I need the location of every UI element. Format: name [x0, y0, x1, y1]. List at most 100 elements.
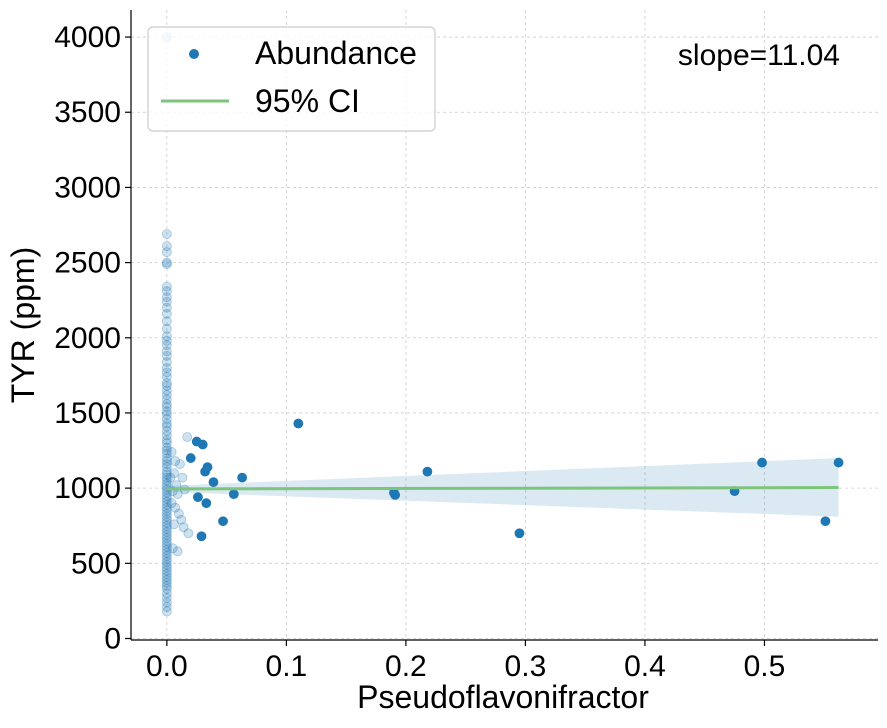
- scatter-point: [820, 516, 831, 527]
- scatter-point: [161, 577, 172, 588]
- scatter-point: [161, 535, 172, 546]
- scatter-point: [173, 508, 184, 519]
- x-tick-label: 0.1: [266, 650, 308, 683]
- scatter-point: [218, 516, 228, 527]
- scatter-point: [293, 418, 304, 429]
- scatter-point: [167, 543, 178, 554]
- y-tick-label: 2000: [54, 322, 121, 355]
- scatter-point: [161, 380, 172, 391]
- scatter-point: [161, 292, 172, 303]
- scatter-point: [161, 323, 172, 334]
- x-tick-label: 0.3: [505, 650, 547, 683]
- scatter-point: [170, 502, 181, 513]
- axes: [125, 10, 878, 646]
- scatter-point: [161, 456, 172, 466]
- scatter-point: [161, 414, 172, 424]
- scatter-point: [161, 592, 172, 603]
- y-tick-label: 1000: [54, 472, 121, 505]
- scatter-point: [161, 580, 172, 591]
- scatter-point: [161, 335, 172, 346]
- scatter-point: [757, 457, 767, 468]
- slope-annotation: slope=11.04: [678, 39, 840, 72]
- scatter-point: [170, 456, 181, 466]
- scatter-point: [202, 462, 213, 472]
- scatter-point: [161, 559, 172, 570]
- scatter-point: [161, 565, 172, 576]
- y-tick-label: 0: [104, 622, 121, 655]
- legend: Abundance 95% CI: [147, 26, 436, 132]
- scatter-point: [161, 508, 172, 519]
- scatter-point: [177, 472, 188, 483]
- scatter-point: [161, 568, 172, 579]
- scatter-point: [161, 502, 172, 513]
- scatter-point: [161, 562, 172, 573]
- scatter-point: [169, 519, 179, 530]
- scatter-point: [161, 247, 172, 257]
- scatter-point: [161, 296, 172, 307]
- scatter-point: [161, 281, 172, 292]
- scatter-point: [182, 432, 193, 442]
- scatter-point: [161, 496, 172, 507]
- scatter-point: [161, 583, 172, 594]
- scatter-point: [161, 532, 172, 543]
- scatter-point: [161, 553, 172, 564]
- scatter-point: [161, 453, 172, 463]
- legend-label-abundance: Abundance: [255, 35, 417, 71]
- scatter-point: [833, 457, 844, 468]
- scatter-point: [178, 522, 189, 533]
- scatter-point: [161, 526, 172, 537]
- scatter-point: [161, 377, 172, 388]
- scatter-point: [161, 469, 172, 480]
- scatter-point: [161, 367, 172, 378]
- scatter-points: [161, 32, 844, 617]
- scatter-point: [172, 546, 183, 557]
- scatter-point: [390, 490, 401, 500]
- scatter-point: [161, 394, 172, 405]
- scatter-point: [161, 402, 172, 412]
- scatter-point: [197, 439, 208, 450]
- scatter-point: [161, 438, 172, 448]
- regression-line: [166, 486, 839, 491]
- scatter-point: [208, 477, 219, 488]
- scatter-point: [161, 308, 172, 319]
- scatter-point: [161, 514, 172, 525]
- x-tick-label: 0.4: [624, 650, 666, 683]
- scatter-point: [161, 350, 172, 361]
- tick-labels: 0.0 0.1 0.2 0.3 0.4 0.5 0 500 1000 1500 2000 2500 30…: [54, 21, 785, 683]
- scatter-point: [161, 241, 172, 251]
- fit-line: [166, 486, 839, 491]
- scatter-point: [161, 286, 172, 297]
- scatter-point: [161, 574, 172, 585]
- scatter-point: [166, 447, 177, 457]
- scatter-point: [161, 316, 172, 327]
- y-tick-label: 4000: [54, 21, 121, 54]
- scatter-point: [183, 528, 194, 539]
- scatter-point: [161, 517, 172, 528]
- x-tick-label: 0.5: [744, 650, 786, 683]
- scatter-point: [161, 499, 172, 510]
- legend-frame: [147, 26, 436, 132]
- scatter-point: [161, 547, 172, 558]
- scatter-point: [161, 606, 172, 617]
- scatter-point: [228, 489, 239, 500]
- scatter-point: [161, 550, 172, 561]
- scatter-point: [161, 426, 172, 436]
- scatter-point: [161, 362, 172, 373]
- scatter-point: [193, 492, 203, 503]
- scatter-point: [161, 493, 172, 504]
- scatter-point: [161, 556, 172, 567]
- legend-label-ci: 95% CI: [255, 83, 360, 119]
- y-tick-label: 2500: [54, 247, 121, 280]
- scatter-point: [161, 459, 172, 469]
- scatter-point: [161, 259, 172, 270]
- scatter-point: [161, 602, 172, 612]
- scatter-point: [161, 385, 172, 396]
- scatter-point: [161, 430, 172, 441]
- scatter-point: [169, 468, 179, 479]
- scatter-point: [161, 472, 172, 483]
- scatter-point: [514, 528, 525, 539]
- scatter-point: [161, 371, 172, 382]
- scatter-point: [161, 346, 172, 357]
- scatter-point: [161, 302, 172, 313]
